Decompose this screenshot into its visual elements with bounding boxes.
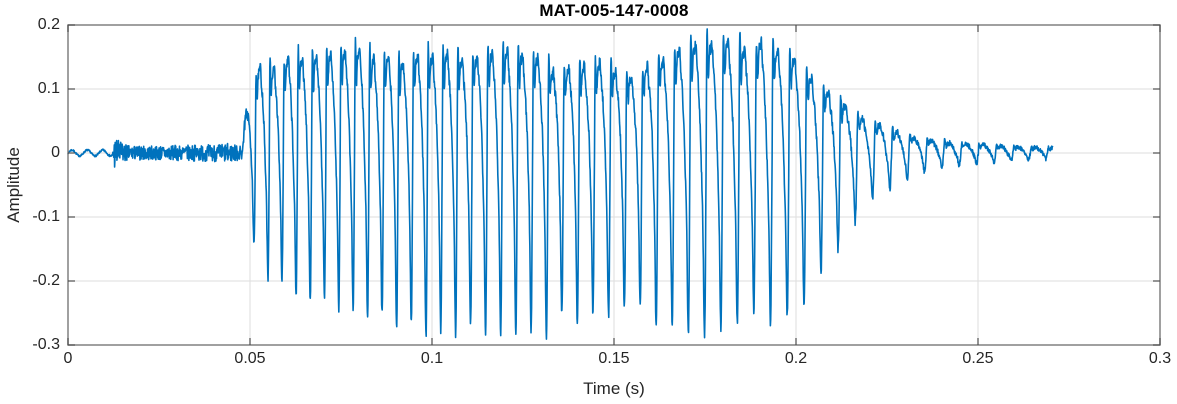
y-tick-label: -0.3 xyxy=(32,336,60,353)
plot-title: MAT-005-147-0008 xyxy=(539,1,689,20)
plot-svg xyxy=(67,24,1161,346)
waveform-line xyxy=(67,28,1054,340)
x-tick-label: 0 xyxy=(63,350,73,367)
y-tick-label: 0.1 xyxy=(37,80,60,97)
x-tick-label: 0.1 xyxy=(420,350,444,367)
x-tick-label: 0.15 xyxy=(598,350,630,367)
x-tick-label: 0.2 xyxy=(784,350,808,367)
x-axis-label: Time (s) xyxy=(583,379,645,398)
y-tick-label: 0.2 xyxy=(37,16,60,33)
y-tick-label: 0 xyxy=(51,144,60,161)
tick-marks xyxy=(67,24,1161,346)
x-tick-label: 0.3 xyxy=(1148,350,1172,367)
y-tick-label: -0.1 xyxy=(32,208,60,225)
plot-area xyxy=(67,24,1161,346)
x-tick-label: 0.25 xyxy=(962,350,994,367)
y-tick-label: -0.2 xyxy=(32,272,60,289)
x-tick-label: 0.05 xyxy=(234,350,266,367)
